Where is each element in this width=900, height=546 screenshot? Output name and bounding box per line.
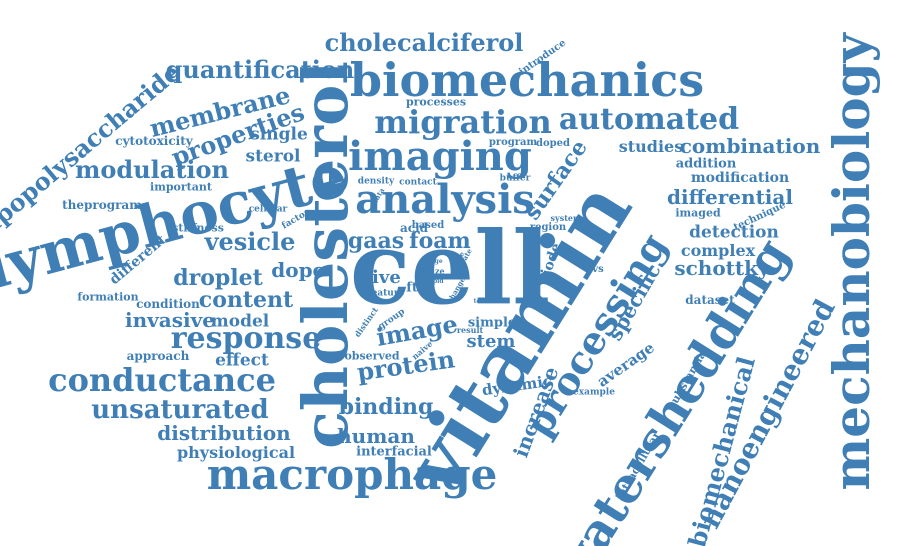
- word: buffer: [499, 173, 531, 184]
- word: formation: [77, 290, 139, 304]
- word: sterol: [245, 146, 301, 167]
- word: differential: [667, 185, 793, 209]
- word: distribution: [157, 421, 291, 445]
- word: approach: [126, 349, 190, 363]
- word: invasive: [125, 308, 215, 332]
- word: stiffness: [172, 221, 224, 235]
- word: dataset: [685, 293, 735, 307]
- word: modulation: [75, 155, 229, 184]
- word: mechanobiology: [822, 33, 881, 491]
- word: interfacial: [356, 444, 432, 460]
- word: lipid: [428, 278, 444, 285]
- word: studies: [618, 137, 684, 156]
- word: human: [337, 424, 415, 448]
- word: test: [473, 298, 487, 305]
- word: conductance: [48, 361, 276, 399]
- word: important: [150, 180, 212, 194]
- word: imaging: [348, 133, 532, 180]
- word: cellular: [248, 204, 288, 215]
- word: stem: [466, 331, 516, 352]
- word: schottky: [674, 256, 770, 280]
- word: based: [411, 220, 445, 231]
- word: cholecalciferol: [324, 28, 524, 57]
- word: acid: [399, 221, 429, 235]
- word: theprogram: [62, 198, 142, 212]
- word: vesicle: [204, 227, 296, 256]
- word: detection: [689, 222, 779, 243]
- word: effect: [215, 350, 269, 371]
- word: quantification: [165, 55, 355, 84]
- word: binding: [338, 394, 434, 420]
- word: addition: [675, 156, 737, 172]
- word: ftir: [406, 280, 430, 296]
- word: dopc: [271, 258, 325, 282]
- word: doped: [535, 138, 571, 149]
- word: biomechanics: [349, 53, 705, 107]
- word: migration: [374, 103, 552, 141]
- word: macrophage: [206, 450, 498, 499]
- word: density: [357, 176, 395, 187]
- word: processes: [405, 95, 467, 109]
- word: complex: [680, 241, 756, 260]
- word: live: [365, 267, 401, 288]
- word: vs: [592, 264, 604, 275]
- word: droplet: [173, 265, 263, 291]
- word: simple: [467, 315, 517, 331]
- word: foam: [409, 228, 471, 254]
- word: modification: [690, 170, 790, 186]
- word: imaged: [675, 206, 721, 220]
- word: example: [573, 387, 615, 398]
- word: unsaturated: [91, 395, 269, 425]
- word: combination: [679, 134, 821, 158]
- word: program: [488, 137, 538, 148]
- word: model: [210, 311, 270, 332]
- word: automated: [558, 102, 740, 137]
- word: single: [250, 124, 308, 145]
- word: content: [198, 287, 294, 313]
- word: cytotoxicity: [115, 134, 193, 148]
- word: response: [170, 321, 322, 356]
- word: observed: [344, 349, 400, 363]
- word: size: [427, 266, 445, 276]
- word: region: [529, 222, 567, 233]
- word: gaas: [347, 228, 405, 254]
- word: result: [456, 325, 484, 335]
- word: cell: [349, 209, 551, 327]
- word: analysis: [355, 176, 535, 223]
- word: physiological: [176, 443, 296, 462]
- word: contact: [399, 177, 437, 188]
- word: large: [425, 258, 443, 265]
- word: feature: [367, 288, 405, 299]
- word: system: [550, 213, 582, 223]
- word: condition: [136, 297, 200, 311]
